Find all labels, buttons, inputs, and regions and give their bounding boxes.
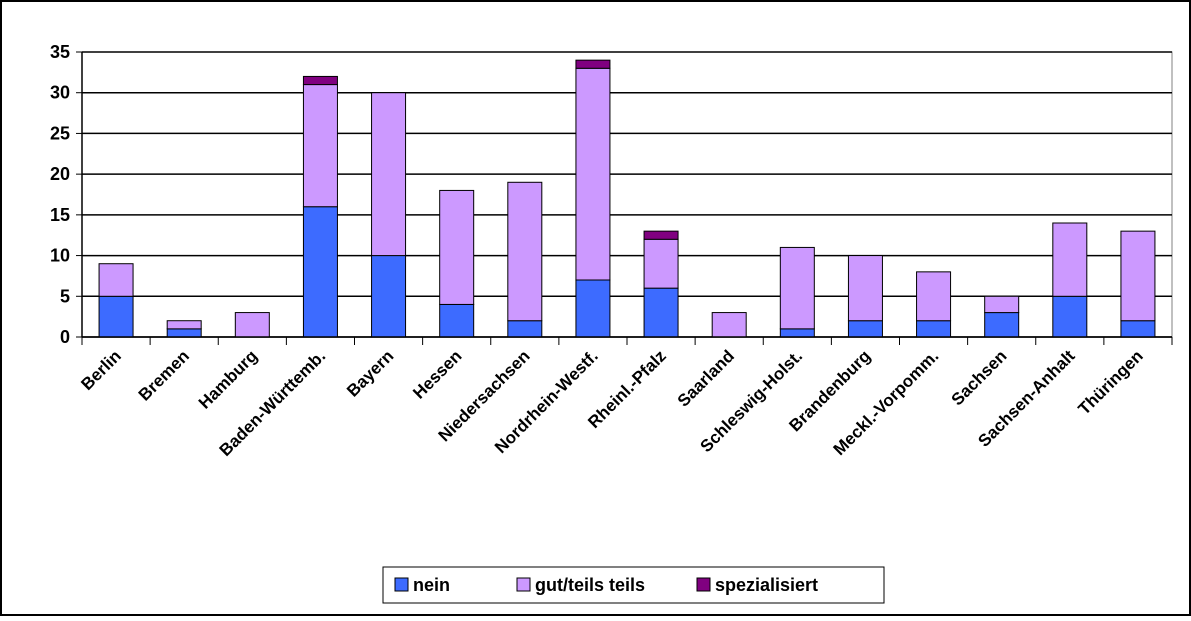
bar-segment bbox=[779, 328, 815, 338]
bar-segment bbox=[575, 67, 611, 281]
y-tick-label: 10 bbox=[50, 246, 70, 266]
bar-segment bbox=[711, 312, 747, 338]
bar-segment bbox=[1052, 295, 1088, 338]
legend-label: spezialisiert bbox=[715, 575, 818, 595]
bar-segment bbox=[371, 92, 407, 257]
bar-segment bbox=[234, 312, 270, 338]
bar-segment bbox=[1120, 230, 1156, 322]
bar-segment bbox=[1120, 320, 1156, 338]
bar-segment bbox=[847, 320, 883, 338]
bar-segment bbox=[916, 271, 952, 322]
bar-segment bbox=[643, 230, 679, 240]
legend-label: gut/teils teils bbox=[535, 575, 645, 595]
y-tick-label: 35 bbox=[50, 42, 70, 62]
bar-segment bbox=[302, 206, 338, 338]
y-tick-label: 5 bbox=[60, 286, 70, 306]
y-tick-label: 15 bbox=[50, 205, 70, 225]
legend-label: nein bbox=[413, 575, 450, 595]
bar-segment bbox=[575, 59, 611, 69]
bar-segment bbox=[302, 84, 338, 208]
bar-segment bbox=[507, 320, 543, 338]
bar-segment bbox=[166, 328, 202, 338]
bar-segment bbox=[302, 75, 338, 86]
bar-segment bbox=[166, 320, 202, 330]
bar-segment bbox=[643, 287, 679, 338]
bar-segment bbox=[575, 279, 611, 338]
bar-segment bbox=[439, 189, 475, 305]
bar-segment bbox=[916, 320, 952, 338]
bar-segment bbox=[984, 312, 1020, 338]
bar-segment bbox=[439, 303, 475, 338]
bar-segment bbox=[507, 181, 543, 322]
bar-segment bbox=[779, 246, 815, 330]
bar-segment bbox=[371, 255, 407, 338]
legend-box bbox=[382, 566, 885, 604]
y-tick-label: 25 bbox=[50, 123, 70, 143]
bar-segment bbox=[847, 255, 883, 322]
plot-area bbox=[81, 51, 1173, 338]
y-tick-label: 0 bbox=[60, 327, 70, 347]
bar-segment bbox=[643, 238, 679, 289]
bar-segment bbox=[1052, 222, 1088, 297]
y-tick-label: 30 bbox=[50, 83, 70, 103]
legend-swatch bbox=[516, 577, 531, 592]
bar-segment bbox=[98, 263, 134, 297]
y-tick-label: 20 bbox=[50, 164, 70, 184]
legend-swatch bbox=[394, 577, 409, 592]
bar-segment bbox=[984, 295, 1020, 314]
legend-swatch bbox=[696, 577, 711, 592]
bar-segment bbox=[98, 295, 134, 338]
